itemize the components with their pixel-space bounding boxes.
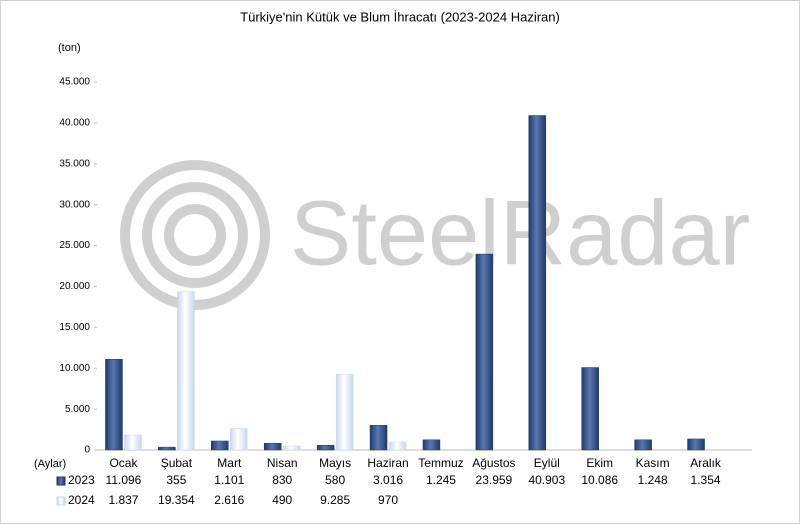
table-value: 1.245 bbox=[426, 473, 456, 487]
y-axis-label: (ton) bbox=[58, 42, 81, 54]
y-tick-label: 10.000 bbox=[59, 363, 90, 374]
bar bbox=[475, 253, 494, 451]
table-value: 490 bbox=[272, 493, 292, 507]
y-tick-label: 40.000 bbox=[59, 118, 90, 129]
legend-key bbox=[56, 476, 66, 486]
table-value: 11.096 bbox=[106, 473, 142, 487]
bar bbox=[687, 438, 705, 451]
bar bbox=[634, 439, 652, 451]
bar bbox=[369, 425, 388, 451]
table-value: 970 bbox=[378, 493, 398, 507]
bar bbox=[124, 434, 142, 451]
x-tick-label: Aralık bbox=[690, 456, 722, 470]
table-value: 1.354 bbox=[691, 473, 721, 487]
y-tick-label: 25.000 bbox=[59, 240, 90, 251]
x-tick-label: Ekim bbox=[586, 456, 613, 470]
y-tick-label: 5.000 bbox=[65, 404, 90, 415]
bar bbox=[211, 440, 229, 451]
table-value: 355 bbox=[166, 473, 186, 487]
x-tick-label: Haziran bbox=[367, 456, 408, 470]
bar bbox=[422, 439, 441, 451]
watermark: SteelRadar bbox=[290, 182, 750, 284]
x-tick-label: Ocak bbox=[109, 456, 138, 470]
bar bbox=[105, 359, 123, 451]
bar bbox=[177, 291, 195, 451]
y-tick-label: 30.000 bbox=[59, 199, 90, 210]
table-value: 9.285 bbox=[320, 493, 350, 507]
bar bbox=[158, 446, 176, 451]
x-tick-label: Mart bbox=[217, 456, 242, 470]
bar bbox=[230, 428, 248, 451]
legend-key bbox=[56, 496, 66, 506]
y-tick-label: 45.000 bbox=[59, 77, 90, 88]
table-value: 2.616 bbox=[214, 493, 244, 507]
table-value: 40.903 bbox=[528, 473, 565, 487]
bar bbox=[528, 115, 547, 451]
x-tick-label: Nisan bbox=[267, 456, 298, 470]
table-value: 10.086 bbox=[581, 473, 618, 487]
bar bbox=[388, 441, 407, 451]
table-value: 580 bbox=[325, 473, 345, 487]
x-tick-label: Temmuz bbox=[418, 456, 463, 470]
bar bbox=[581, 367, 599, 451]
bar bbox=[282, 445, 301, 451]
y-tick-label: 35.000 bbox=[59, 158, 90, 169]
bar bbox=[316, 445, 335, 451]
x-tick-label: Şubat bbox=[161, 456, 193, 470]
x-tick-label: Eylül bbox=[534, 456, 560, 470]
x-axis-label: (Aylar) bbox=[34, 458, 66, 470]
y-tick-label: 20.000 bbox=[59, 281, 90, 292]
legend-label: 2024 bbox=[68, 493, 95, 507]
table-value: 23.959 bbox=[476, 473, 513, 487]
x-tick-label: Ağustos bbox=[472, 456, 515, 470]
bar bbox=[263, 442, 282, 451]
watermark-logo bbox=[120, 160, 270, 310]
table-value: 830 bbox=[272, 473, 292, 487]
x-tick-label: Mayıs bbox=[319, 456, 351, 470]
x-tick-label: Kasım bbox=[636, 456, 670, 470]
chart-title: Türkiye'nin Kütük ve Blum İhracatı (2023… bbox=[240, 9, 560, 24]
y-tick-label: 15.000 bbox=[59, 322, 90, 333]
table-value: 19.354 bbox=[158, 493, 195, 507]
table-value: 1.248 bbox=[638, 473, 668, 487]
table-value: 1.837 bbox=[108, 493, 138, 507]
y-tick-label: 0 bbox=[84, 445, 90, 456]
legend-label: 2023 bbox=[68, 473, 95, 487]
table-value: 3.016 bbox=[373, 473, 403, 487]
table-value: 1.101 bbox=[214, 473, 244, 487]
bar bbox=[335, 373, 354, 451]
